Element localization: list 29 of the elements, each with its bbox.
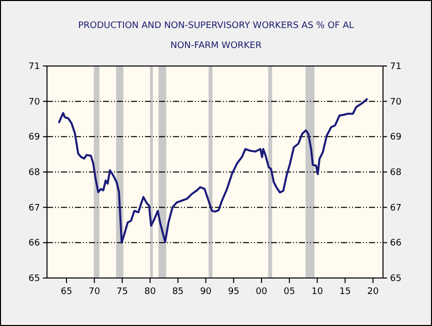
- y-tick-label: 67: [28, 203, 40, 214]
- x-tick-label: 85: [172, 287, 184, 297]
- y-tick-label: 66: [28, 238, 40, 249]
- y2-tick-label: 67: [390, 203, 402, 214]
- y-tick-label: 68: [28, 168, 40, 178]
- chart-title: PRODUCTION AND NON-SUPERVISORY WORKERS AS % OF AL: [78, 21, 354, 31]
- x-tick-label: 90: [200, 287, 212, 297]
- y-tick-label: 65: [28, 274, 40, 284]
- x-tick-label: 95: [228, 287, 240, 297]
- x-tick-label: 80: [144, 287, 156, 297]
- x-tick-label: 20: [367, 287, 379, 297]
- y2-tick-label: 66: [390, 238, 402, 249]
- y-tick-label: 69: [28, 132, 40, 143]
- x-tick-label: 15: [339, 287, 351, 297]
- x-tick-label: 00: [256, 287, 268, 297]
- x-tick-label: 05: [284, 287, 296, 297]
- y2-tick-label: 65: [390, 274, 402, 284]
- line-series: [58, 98, 368, 244]
- x-tick-label: 75: [116, 287, 128, 297]
- y2-tick-label: 70: [390, 97, 402, 108]
- y2-tick-label: 69: [390, 132, 402, 143]
- x-tick-label: 65: [60, 287, 72, 297]
- chart-subtitle: NON-FARM WORKER: [170, 41, 262, 51]
- y2-tick-label: 68: [390, 168, 402, 178]
- x-tick-label: 70: [88, 287, 100, 297]
- y-tick-label: 71: [28, 62, 40, 72]
- x-tick-label: 10: [312, 287, 324, 297]
- y2-tick-label: 71: [390, 62, 402, 72]
- y-tick-label: 70: [28, 97, 40, 108]
